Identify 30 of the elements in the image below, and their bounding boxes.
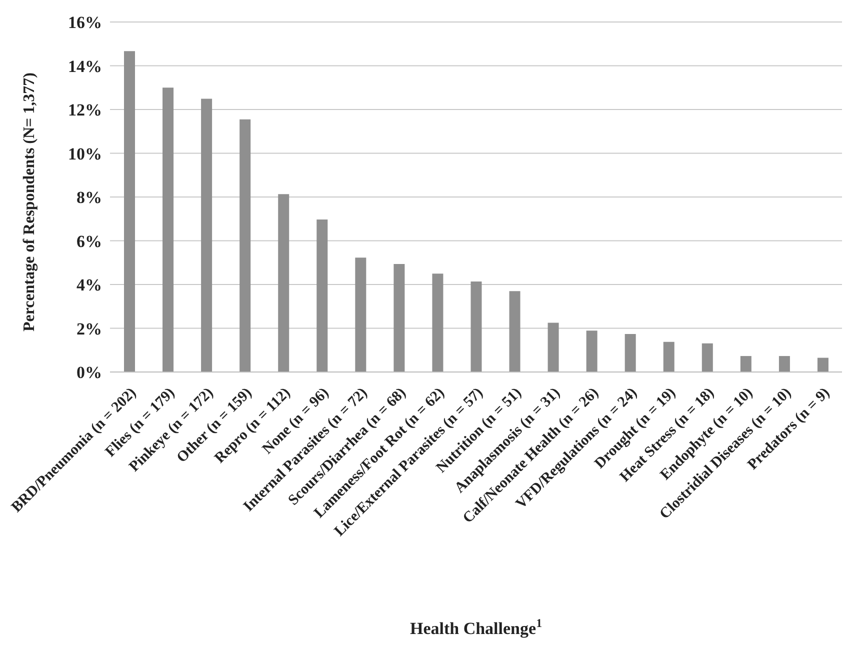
y-tick-label: 12% bbox=[68, 100, 102, 120]
y-tick-label: 4% bbox=[76, 276, 102, 295]
y-tick-label: 2% bbox=[76, 319, 102, 338]
y-axis-title: Percentage of Respondents (N= 1,377) bbox=[21, 72, 38, 332]
bar bbox=[548, 322, 559, 372]
bar bbox=[432, 274, 444, 372]
y-tick-label: 16% bbox=[68, 13, 102, 32]
y-tick-label: 0% bbox=[76, 363, 102, 382]
bar bbox=[740, 356, 752, 372]
y-tick-label: 8% bbox=[76, 188, 102, 208]
bar bbox=[702, 343, 713, 372]
bar bbox=[470, 281, 482, 372]
bar bbox=[316, 220, 328, 372]
bar bbox=[817, 358, 828, 372]
bar bbox=[663, 342, 674, 372]
bar bbox=[240, 119, 251, 372]
bar bbox=[124, 51, 135, 372]
bar bbox=[394, 264, 405, 372]
bar bbox=[586, 330, 598, 372]
bar bbox=[509, 291, 520, 372]
y-tick-label: 6% bbox=[76, 232, 102, 251]
bar bbox=[201, 98, 212, 372]
bar bbox=[778, 356, 790, 372]
bar bbox=[355, 258, 366, 372]
y-tick-label: 10% bbox=[68, 144, 102, 164]
bar bbox=[624, 334, 636, 372]
bar bbox=[278, 194, 290, 372]
bar bbox=[162, 88, 174, 372]
y-tick-label: 14% bbox=[68, 56, 102, 76]
x-axis-title: Health Challenge$^{1}$ bbox=[410, 616, 542, 638]
